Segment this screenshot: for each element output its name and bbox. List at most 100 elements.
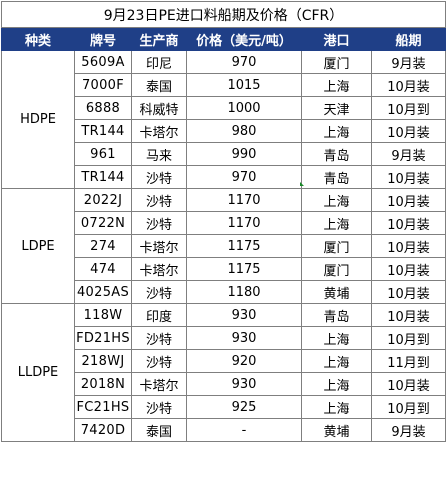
port-cell: 上海: [301, 395, 372, 419]
price-cell: 1175: [186, 234, 302, 258]
schedule-cell: 9月装: [370, 50, 446, 74]
brand-cell: 118W: [74, 303, 132, 327]
schedule-cell: 10月装: [370, 73, 446, 97]
port-cell: 黄埔: [301, 418, 372, 442]
schedule-cell: 10月装: [370, 165, 446, 189]
producer-cell: 沙特: [131, 349, 187, 373]
port-cell: 上海: [301, 119, 372, 143]
header-brand: 牌号: [74, 27, 132, 51]
schedule-cell: 11月到: [370, 349, 446, 373]
table-row: LLDPE 118W 印度 930 青岛 10月装: [1, 303, 446, 442]
brand-cell: 274: [74, 234, 132, 258]
port-cell: 上海: [301, 349, 372, 373]
producer-cell: 卡塔尔: [131, 119, 187, 143]
cell-comment-marker: [300, 182, 304, 186]
brand-cell: 7000F: [74, 73, 132, 97]
table-title: 9月23日PE进口料船期及价格（CFR）: [0, 1, 446, 28]
price-cell: 990: [186, 142, 302, 166]
brand-cell: FC21HS: [74, 395, 132, 419]
price-cell: 1175: [186, 257, 302, 281]
header-port: 港口: [301, 27, 372, 51]
schedule-cell: 10月装: [370, 303, 446, 327]
table-row: 4025AS 沙特 1180 黄埔 10月装: [2, 280, 446, 304]
port-cell: 天津: [301, 96, 372, 120]
brand-cell: 961: [74, 142, 132, 166]
producer-cell: 沙特: [131, 211, 187, 235]
table-row: LDPE 2022J 沙特 1170 上海 10月装: [1, 188, 446, 304]
price-cell: 970: [186, 50, 302, 74]
schedule-cell: 9月装: [370, 142, 446, 166]
schedule-cell: 10月装: [370, 188, 446, 212]
price-cell: 1170: [186, 188, 302, 212]
producer-cell: 沙特: [131, 395, 187, 419]
schedule-cell: 10月装: [370, 280, 446, 304]
table-row: TR144 沙特 970 青岛 10月装: [2, 165, 446, 189]
port-cell: 上海: [301, 188, 372, 212]
header-schedule: 船期: [370, 27, 446, 51]
producer-cell: 沙特: [131, 188, 187, 212]
producer-cell: 卡塔尔: [131, 257, 187, 281]
price-cell: 930: [186, 372, 302, 396]
brand-cell: 218WJ: [74, 349, 132, 373]
category-cell: LLDPE: [1, 303, 75, 442]
table-row: FD21HS 沙特 930 上海 10月到: [2, 326, 446, 350]
schedule-cell: 10月装: [370, 211, 446, 235]
schedule-cell: 10月到: [370, 326, 446, 350]
header-producer: 生产商: [131, 27, 187, 51]
producer-cell: 泰国: [131, 73, 187, 97]
price-cell: 920: [186, 349, 302, 373]
port-cell: 厦门: [301, 257, 372, 281]
producer-cell: 卡塔尔: [131, 372, 187, 396]
schedule-cell: 10月装: [370, 372, 446, 396]
port-cell: 上海: [301, 73, 372, 97]
brand-cell: 6888: [74, 96, 132, 120]
port-cell: 青岛: [301, 142, 372, 166]
price-table: 9月23日PE进口料船期及价格（CFR） 种类 牌号 生产商 价格（美元/吨） …: [0, 1, 446, 442]
port-cell: 上海: [301, 326, 372, 350]
schedule-cell: 10月到: [370, 395, 446, 419]
brand-cell: TR144: [74, 119, 132, 143]
brand-cell: FD21HS: [74, 326, 132, 350]
schedule-cell: 10月装: [370, 119, 446, 143]
brand-cell: 7420D: [74, 418, 132, 442]
price-cell: 970: [186, 165, 302, 189]
brand-cell: 0722N: [74, 211, 132, 235]
producer-cell: 卡塔尔: [131, 234, 187, 258]
port-cell: 青岛: [301, 303, 372, 327]
port-cell: 青岛: [301, 165, 372, 189]
table-row: 0722N 沙特 1170 上海 10月装: [2, 211, 446, 235]
port-cell: 上海: [301, 211, 372, 235]
header-row: 种类 牌号 生产商 价格（美元/吨） 港口 船期: [1, 27, 446, 51]
price-cell: 930: [186, 326, 302, 350]
table-row: TR144 卡塔尔 980 上海 10月装: [2, 119, 446, 143]
category-cell: HDPE: [1, 50, 75, 189]
brand-cell: 2022J: [74, 188, 132, 212]
table-row: FC21HS 沙特 925 上海 10月到: [2, 395, 446, 419]
brand-cell: 4025AS: [74, 280, 132, 304]
schedule-cell: 10月装: [370, 257, 446, 281]
title-row: 9月23日PE进口料船期及价格（CFR）: [0, 1, 446, 28]
brand-cell: 474: [74, 257, 132, 281]
producer-cell: 印度: [131, 303, 187, 327]
price-cell: 1180: [186, 280, 302, 304]
port-cell: 厦门: [301, 234, 372, 258]
schedule-cell: 9月装: [370, 418, 446, 442]
producer-cell: 马来: [131, 142, 187, 166]
schedule-cell: 10月装: [370, 234, 446, 258]
brand-cell: TR144: [74, 165, 132, 189]
table-row: 961 马来 990 青岛 9月装: [2, 142, 446, 166]
brand-cell: 5609A: [74, 50, 132, 74]
port-cell: 黄埔: [301, 280, 372, 304]
producer-cell: 沙特: [131, 280, 187, 304]
category-cell: LDPE: [1, 188, 75, 304]
producer-cell: 泰国: [131, 418, 187, 442]
table-row: 7000F 泰国 1015 上海 10月装: [2, 73, 446, 97]
schedule-cell: 10月到: [370, 96, 446, 120]
table-row: 6888 科威特 1000 天津 10月到: [2, 96, 446, 120]
table-row: 218WJ 沙特 920 上海 11月到: [2, 349, 446, 373]
producer-cell: 印尼: [131, 50, 187, 74]
producer-cell: 沙特: [131, 165, 187, 189]
price-cell: 925: [186, 395, 302, 419]
header-price: 价格（美元/吨）: [186, 27, 302, 51]
